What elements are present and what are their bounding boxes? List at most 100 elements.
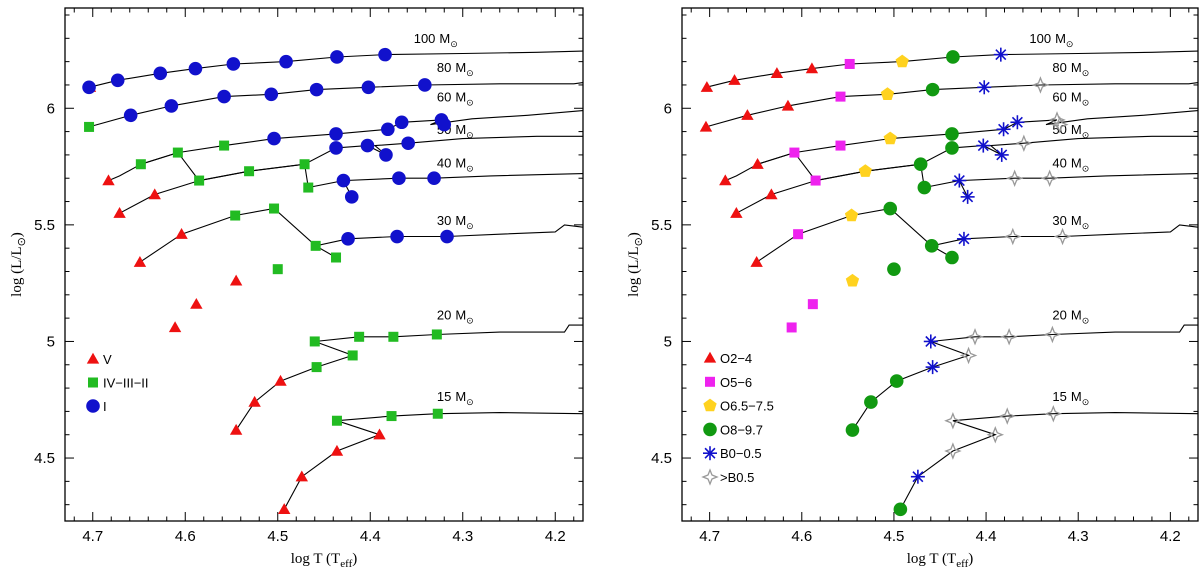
data-point-circle	[217, 89, 231, 104]
data-point-star	[959, 346, 978, 365]
track-mass-unit: M	[1071, 389, 1082, 404]
data-point-pentagon	[845, 273, 860, 287]
evolutionary-track-50	[108, 135, 583, 182]
legend-label: B0−0.5	[720, 446, 762, 461]
data-point-star	[1051, 115, 1069, 134]
legend-marker-circle	[703, 422, 717, 437]
track-label-20: 20 M⊙	[437, 307, 474, 325]
data-point-circle	[440, 229, 454, 244]
data-point-square	[347, 350, 358, 361]
data-point-circle	[889, 374, 904, 388]
y-tick-label: 5	[664, 333, 672, 350]
track-label-80: 80 M⊙	[437, 60, 474, 78]
y-tick-label: 4.5	[34, 450, 55, 467]
data-point-star	[998, 407, 1017, 425]
data-point-triangle	[770, 67, 784, 78]
track-mass-unit: M	[1071, 60, 1082, 75]
data-point-square	[311, 362, 322, 373]
data-point-pentagon	[858, 164, 873, 177]
evolutionary-track-60	[757, 110, 1199, 165]
data-point-square	[431, 329, 442, 340]
track-label-40: 40 M⊙	[1052, 156, 1089, 174]
data-point-star	[1000, 328, 1018, 346]
data-point-circle	[945, 127, 959, 141]
data-point-circle	[329, 141, 343, 155]
x-tick-label: 4.2	[1160, 528, 1181, 545]
data-point-square	[807, 299, 818, 310]
data-point-square	[309, 336, 320, 347]
evolutionary-track-15	[283, 412, 584, 510]
data-point-square	[786, 322, 797, 333]
data-point-triangle	[295, 470, 308, 482]
data-point-square	[303, 182, 314, 193]
data-point-circle	[267, 131, 281, 146]
track-mass-unit: M	[1055, 31, 1066, 46]
data-point-square	[810, 175, 821, 186]
data-point-pentagon	[880, 87, 895, 100]
data-point-triangle	[700, 81, 714, 92]
data-point-triangle	[248, 395, 261, 407]
track-label-100: 100 M⊙	[1029, 31, 1073, 49]
data-point-triangle	[278, 503, 291, 514]
data-point-circle	[336, 173, 351, 188]
data-point-circle	[82, 80, 96, 95]
track-mass-value: 80	[1052, 60, 1066, 75]
data-point-triangle	[229, 274, 243, 286]
data-point-triangle	[133, 255, 147, 267]
y-axis-label: log (L/L⊙)	[626, 232, 645, 297]
data-point-square	[386, 411, 397, 422]
data-point-square	[388, 331, 399, 342]
data-point-circle	[945, 141, 959, 155]
data-point-square	[354, 331, 365, 342]
data-point-pentagon	[895, 54, 909, 68]
track-label-80: 80 M⊙	[1052, 60, 1089, 78]
x-tick-label: 4.6	[791, 528, 812, 545]
evolutionary-track-20	[852, 324, 1198, 431]
data-point-circle	[226, 57, 241, 71]
x-tick-label: 4.2	[545, 528, 566, 545]
data-point-triangle	[113, 207, 126, 218]
data-point-circle	[329, 127, 343, 141]
data-point-square	[269, 203, 280, 214]
data-point-circle	[381, 122, 395, 137]
y-tick-label: 6	[664, 100, 672, 117]
evolutionary-track-40	[736, 163, 1199, 214]
track-mass-unit: M	[455, 122, 466, 137]
evolutionary-track-40	[119, 163, 584, 214]
data-point-asterisk	[956, 231, 971, 246]
x-axis-label: log T (Teff)	[907, 551, 973, 570]
track-mass-value: 60	[437, 89, 451, 104]
data-point-circle	[164, 99, 179, 113]
legend-label: >B0.5	[720, 470, 754, 485]
x-tick-label: 4.5	[267, 528, 288, 545]
track-label-60: 60 M⊙	[437, 89, 474, 107]
data-point-circle	[394, 115, 409, 130]
data-point-square	[230, 210, 241, 221]
data-point-square	[272, 264, 283, 275]
data-point-asterisk	[952, 173, 967, 188]
plot-frame	[681, 7, 1199, 522]
legend-label: O2−4	[720, 351, 752, 366]
track-mass-unit: M	[455, 89, 466, 104]
legend-marker-triangle	[703, 351, 717, 363]
data-point-square	[172, 147, 183, 158]
track-label-30: 30 M⊙	[1052, 213, 1089, 231]
x-tick-label: 4.3	[1068, 528, 1089, 545]
data-point-circle	[392, 171, 406, 186]
data-point-circle	[913, 157, 928, 172]
data-point-circle	[279, 54, 293, 69]
data-point-asterisk	[993, 47, 1008, 62]
data-point-square	[244, 166, 255, 177]
evolutionary-track-80	[88, 82, 584, 128]
evolutionary-track-30	[139, 207, 584, 263]
data-point-square	[835, 91, 846, 102]
data-point-asterisk	[976, 138, 991, 153]
data-point-triangle	[719, 174, 732, 186]
legend-label: I	[103, 399, 107, 414]
data-point-square	[194, 175, 205, 186]
right-panel-spectral-type: 4.7 4.6 4.5 4.4 4.3 4.2 4.5 5 5.5 6 log T (Teff) lo…	[626, 7, 1199, 570]
track-mass-value: 40	[1052, 156, 1066, 171]
data-point-triangle	[229, 423, 243, 435]
y-tick-label: 5.5	[651, 217, 672, 234]
